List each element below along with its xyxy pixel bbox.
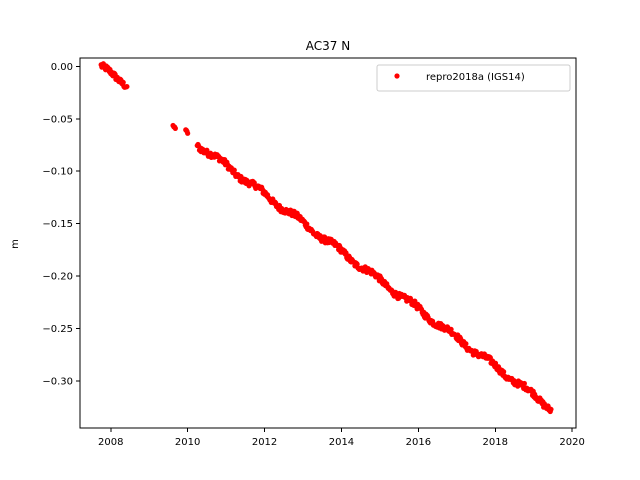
y-axis-ticks: 0.00 −0.05 −0.10 −0.15 −0.20 −0.25 −0.30 <box>42 62 80 387</box>
legend-marker <box>394 73 400 79</box>
legend: repro2018a (IGS14) <box>376 64 571 92</box>
y-tick-label: −0.10 <box>42 167 73 178</box>
x-tick-label: 2010 <box>175 437 200 448</box>
plot-frame <box>79 57 577 429</box>
legend-label: repro2018a (IGS14) <box>426 72 525 83</box>
legend-box <box>376 64 571 92</box>
data-point <box>304 221 310 227</box>
data-point <box>501 369 507 375</box>
y-tick-label: −0.05 <box>42 114 73 125</box>
y-tick-label: −0.25 <box>42 324 73 335</box>
y-tick-label: 0.00 <box>51 62 73 73</box>
data-point <box>463 341 469 347</box>
x-tick-label: 2008 <box>98 437 123 448</box>
data-point <box>124 83 130 90</box>
x-tick-label: 2018 <box>483 437 508 448</box>
data-point <box>548 406 554 412</box>
data-point <box>521 380 527 387</box>
y-axis-label: m <box>10 239 21 249</box>
data-point <box>492 360 499 366</box>
x-tick-label: 2020 <box>559 437 584 448</box>
data-points-layer <box>98 61 554 415</box>
x-tick-label: 2012 <box>252 437 277 448</box>
y-tick-label: −0.20 <box>42 272 73 283</box>
data-point <box>120 79 126 85</box>
data-point <box>448 326 454 332</box>
y-tick-label: −0.30 <box>42 376 73 387</box>
x-tick-label: 2014 <box>329 437 354 448</box>
data-point <box>185 130 191 136</box>
x-tick-label: 2016 <box>406 437 431 448</box>
data-point <box>172 125 178 131</box>
chart-title: AC37 N <box>306 39 350 53</box>
x-axis-ticks: 2008 2010 2012 2014 2016 2018 2020 <box>98 428 585 448</box>
y-tick-label: −0.15 <box>42 219 73 230</box>
